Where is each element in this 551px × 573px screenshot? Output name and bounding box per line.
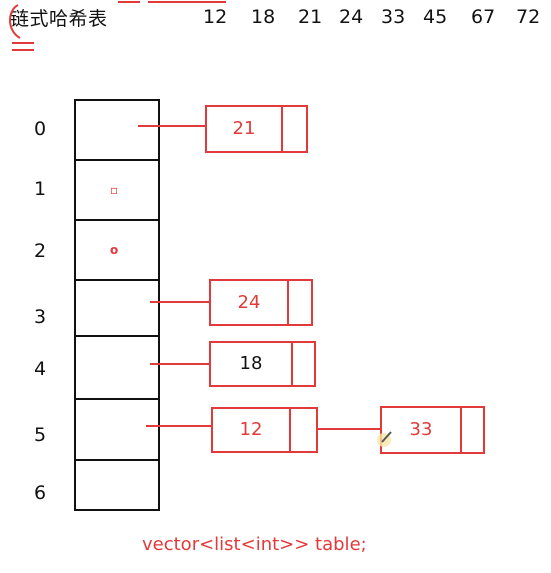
bucket-index: 4 [33,358,47,380]
key: 12 [203,6,228,28]
key: 67 [471,6,496,28]
bucket-link [138,125,206,127]
title: 链式哈希表 [10,8,108,30]
node-pointer [281,107,283,151]
bucket-cell [74,459,160,511]
node-link [316,428,382,430]
title-annotation [9,1,226,51]
key: 18 [251,6,276,28]
bucket-index: 3 [33,306,47,328]
bucket-index: 2 [33,240,47,262]
list-node: 12 [211,407,318,453]
bucket-index: 1 [33,178,47,200]
list-node: 24 [209,279,313,326]
node-value: 33 [409,419,433,440]
pen-cursor-icon [377,431,392,447]
bucket-link [146,425,212,427]
key: 45 [423,6,448,28]
key: 72 [516,6,541,28]
title-circle-mark [9,4,21,39]
list-node: 33 [380,406,485,454]
key: 24 [339,6,364,28]
empty-bucket-mark: ο [110,243,119,257]
node-pointer [289,409,291,451]
key-list: 12 18 21 24 33 45 67 72 [195,6,551,32]
node-pointer [460,408,462,452]
bucket-link [150,363,210,365]
key: 33 [381,6,406,28]
code-caption: vector<list<int>> table; [142,534,367,555]
node-value: 21 [232,118,256,139]
bucket-index: 5 [33,424,47,446]
bucket-cell [74,335,160,400]
bucket-cell [74,398,160,461]
bucket-cell [74,99,160,161]
node-pointer [291,343,293,385]
empty-bucket-mark: ▫ [110,183,119,197]
list-node: 21 [205,105,308,153]
node-pointer [287,281,289,324]
bucket-index: 6 [33,482,47,504]
bucket-link [150,301,210,303]
bucket-cell [74,279,160,337]
node-value: 18 [239,353,263,374]
node-value: 12 [239,419,263,440]
node-value: 24 [237,292,261,313]
bucket-index: 0 [33,118,47,140]
list-node: 18 [209,341,316,387]
key: 21 [298,6,323,28]
